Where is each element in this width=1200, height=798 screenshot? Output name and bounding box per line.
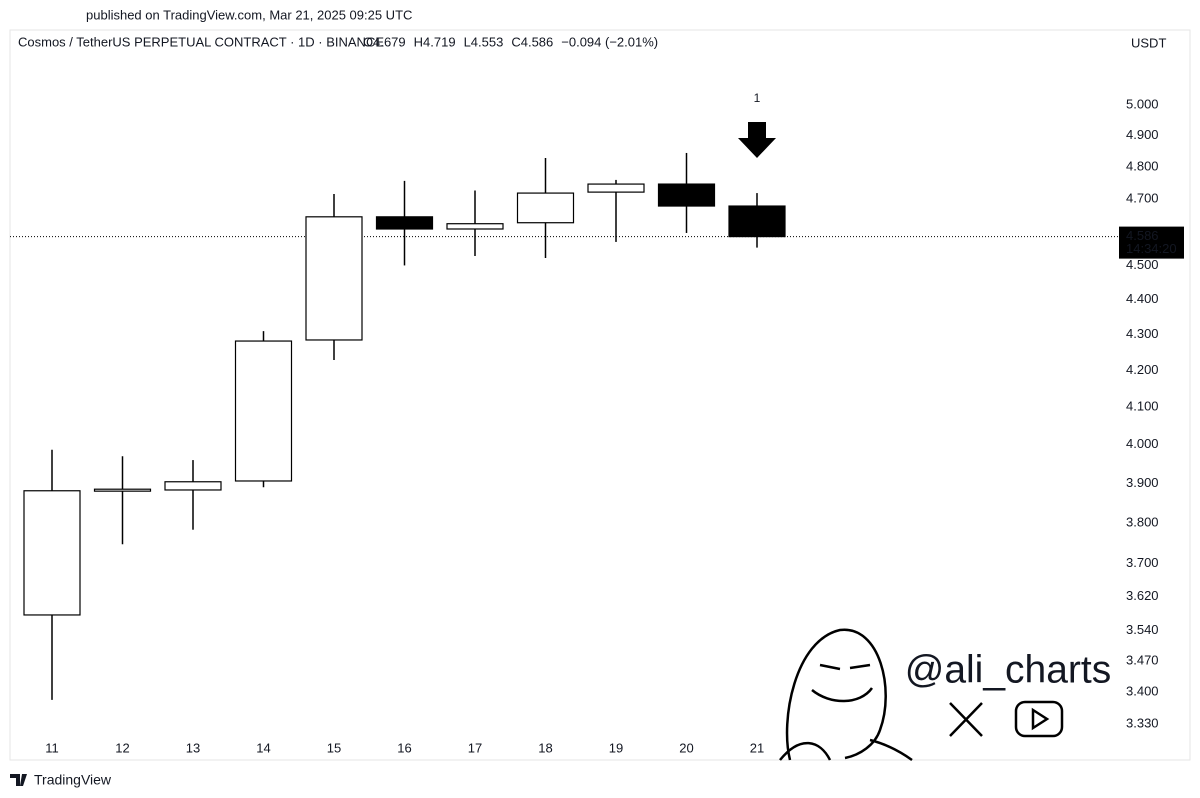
published-note: published on TradingView.com, Mar 21, 20… (86, 7, 412, 22)
chart-frame (9, 29, 1191, 761)
y-tick-label: 3.330 (1126, 715, 1159, 730)
x-tick-label: 15 (327, 740, 341, 755)
x-tick-label: 21 (750, 740, 764, 755)
chart-title: Cosmos / TetherUS PERPETUAL CONTRACT · 1… (18, 34, 384, 49)
y-tick-label: 3.700 (1126, 555, 1159, 570)
y-tick-label: 3.620 (1126, 588, 1159, 603)
y-tick-label: 3.470 (1126, 653, 1159, 668)
x-tick-label: 20 (679, 740, 693, 755)
annotation-label: 1 (754, 91, 761, 105)
footer-logo (10, 774, 27, 786)
y-tick-label: 4.400 (1126, 291, 1159, 306)
y-tick-label: 5.000 (1126, 96, 1159, 111)
candle-up (164, 481, 222, 491)
footer-brand: TradingView (34, 772, 112, 788)
watermark (779, 628, 1064, 762)
x-tick-label: 11 (45, 740, 59, 755)
header-stat: L4.553 (464, 34, 504, 49)
y-tick-label: 4.300 (1126, 326, 1159, 341)
last-price-label: 4.586 (1126, 228, 1159, 243)
y-tick-label: 3.400 (1126, 684, 1159, 699)
y-tick-label: 3.900 (1126, 475, 1159, 490)
y-tick-label: 4.800 (1126, 159, 1159, 174)
x-tick-label: 12 (115, 740, 129, 755)
candle-down (657, 183, 716, 207)
y-tick-label: 3.800 (1126, 514, 1159, 529)
x-tick-label: 19 (609, 740, 623, 755)
candle-down (728, 205, 786, 238)
header-stat: C4.586 (511, 34, 553, 49)
x-tick-label: 17 (468, 740, 482, 755)
x-tick-label: 13 (186, 740, 200, 755)
candle-down (375, 216, 434, 230)
x-tick-label: 16 (397, 740, 411, 755)
currency-label: USDT (1131, 35, 1166, 50)
candle-up (305, 216, 363, 341)
y-tick-label: 4.200 (1126, 362, 1159, 377)
candle-up (23, 490, 81, 616)
y-tick-label: 4.700 (1126, 191, 1159, 206)
candle-up (93, 488, 152, 492)
candle-up (587, 183, 645, 193)
y-tick-label: 4.000 (1126, 436, 1159, 451)
candle-up (516, 192, 575, 224)
candle-up (234, 340, 293, 482)
y-tick-label: 4.100 (1126, 399, 1159, 414)
y-tick-label: 4.500 (1126, 257, 1159, 272)
y-tick-label: 4.900 (1126, 127, 1159, 142)
candle-up (446, 223, 504, 230)
annotation-arrow (738, 122, 776, 158)
header-stat: O4.679 (363, 34, 406, 49)
x-tick-label: 14 (256, 740, 270, 755)
last-price-box (1119, 226, 1184, 259)
header-stat: H4.719 (414, 34, 456, 49)
header-stat: −0.094 (−2.01%) (561, 34, 658, 49)
y-tick-label: 3.540 (1126, 622, 1159, 637)
x-tick-label: 18 (538, 740, 552, 755)
last-price-countdown: 14:34:20 (1126, 241, 1177, 256)
watermark-handle: @ali_charts (905, 648, 1112, 691)
